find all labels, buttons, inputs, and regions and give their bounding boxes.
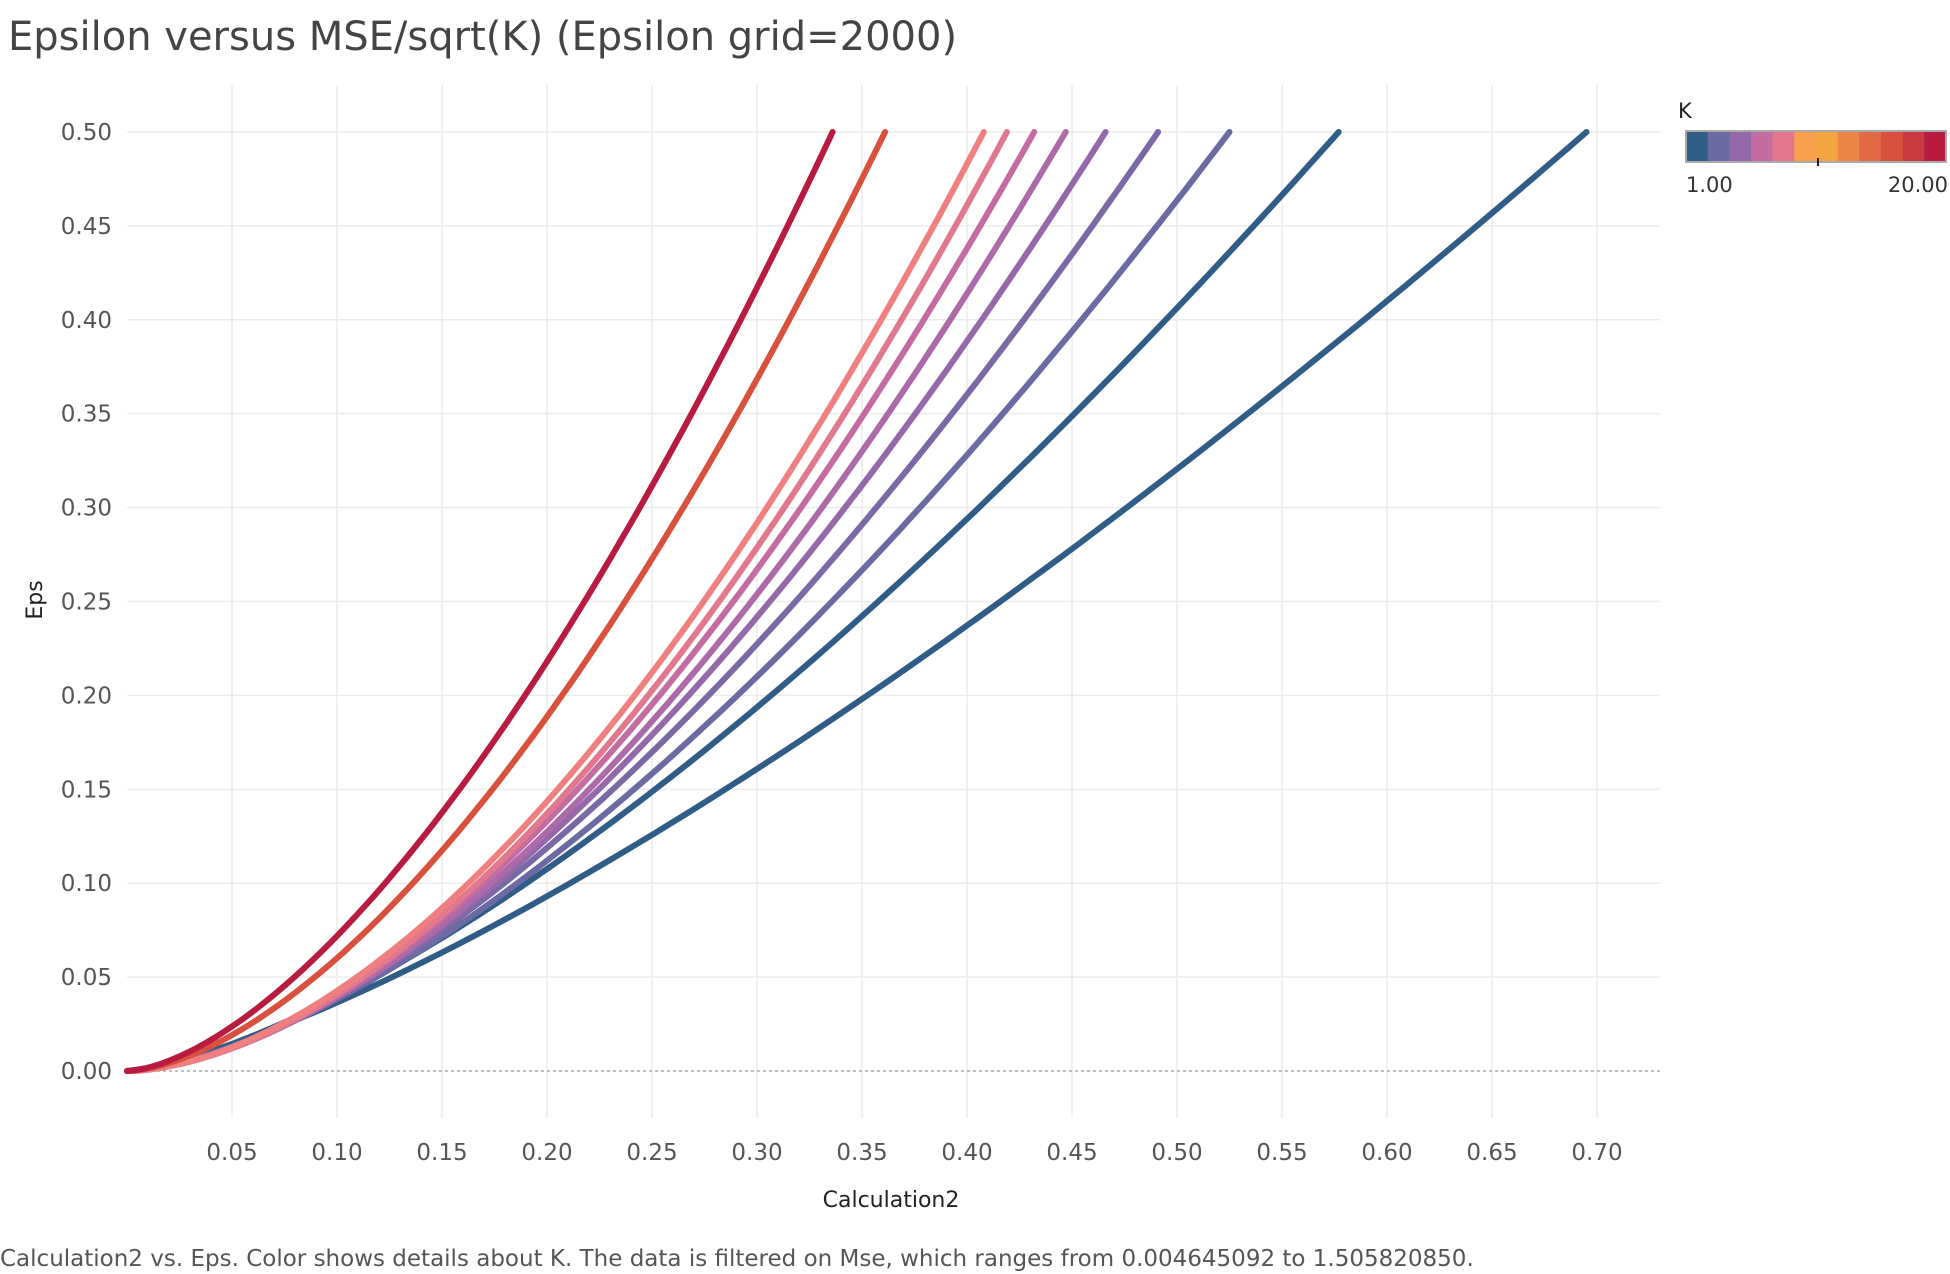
- x-tick-label: 0.20: [521, 1140, 572, 1166]
- y-tick-label: 0.05: [61, 965, 112, 991]
- legend-swatch: [1707, 131, 1730, 162]
- y-tick-label: 0.40: [61, 308, 112, 334]
- y-tick-label: 0.15: [61, 777, 112, 803]
- x-tick-label: 0.50: [1151, 1140, 1202, 1166]
- color-legend[interactable]: K 1.00 20.00: [1678, 99, 1948, 197]
- series-layer: [124, 129, 1590, 1074]
- legend-swatch: [1816, 131, 1839, 162]
- x-tick-label: 0.25: [626, 1140, 677, 1166]
- series-line-11[interactable]: [124, 129, 836, 1074]
- x-tick-label: 0.15: [416, 1140, 467, 1166]
- legend-swatch: [1686, 131, 1709, 162]
- x-axis-title: Calculation2: [823, 1188, 960, 1213]
- legend-swatch: [1859, 131, 1882, 162]
- x-tick-labels: 0.05 0.10 0.15 0.20 0.25 0.30 0.35 0.40 0.45 0.50…: [206, 1140, 1622, 1166]
- series-line-1[interactable]: [124, 129, 1590, 1074]
- x-tick-label: 0.30: [731, 1140, 782, 1166]
- y-tick-label: 0.10: [61, 871, 112, 897]
- y-tick-label: 0.00: [61, 1059, 112, 1085]
- y-tick-labels: 0.00 0.05 0.10 0.15 0.20 0.25 0.30 0.35 0.40 0.45…: [61, 120, 112, 1085]
- legend-swatch: [1729, 131, 1752, 162]
- legend-swatches: [1686, 131, 1947, 162]
- y-axis-title: Eps: [23, 580, 48, 619]
- chart-plot: 0.05 0.10 0.15 0.20 0.25 0.30 0.35 0.40 0.45 0.50…: [23, 85, 1948, 1213]
- y-tick-label: 0.50: [61, 120, 112, 146]
- legend-swatch: [1837, 131, 1860, 162]
- series-line-10[interactable]: [124, 129, 889, 1074]
- y-tick-label: 0.35: [61, 402, 112, 428]
- legend-swatch: [1902, 131, 1925, 162]
- legend-swatch: [1924, 131, 1947, 162]
- x-tick-label: 0.10: [311, 1140, 362, 1166]
- x-tick-label: 0.35: [836, 1140, 887, 1166]
- chart-title: Epsilon versus MSE/sqrt(K) (Epsilon grid…: [8, 14, 958, 60]
- legend-swatch: [1794, 131, 1817, 162]
- x-tick-label: 0.55: [1256, 1140, 1307, 1166]
- grid-layer: [127, 85, 1660, 1118]
- chart-caption: Calculation2 vs. Eps. Color shows detail…: [0, 1246, 1474, 1272]
- x-tick-label: 0.60: [1361, 1140, 1412, 1166]
- series-line-9[interactable]: [124, 129, 987, 1074]
- y-tick-label: 0.30: [61, 496, 112, 522]
- legend-min-label: 1.00: [1686, 173, 1733, 197]
- legend-title: K: [1678, 99, 1693, 123]
- x-tick-label: 0.40: [941, 1140, 992, 1166]
- x-tick-label: 0.45: [1046, 1140, 1097, 1166]
- x-tick-label: 0.05: [206, 1140, 257, 1166]
- x-tick-label: 0.65: [1466, 1140, 1517, 1166]
- legend-max-label: 20.00: [1888, 173, 1948, 197]
- legend-border: [1685, 130, 1947, 163]
- x-tick-label: 0.70: [1571, 1140, 1622, 1166]
- legend-swatch: [1772, 131, 1795, 162]
- legend-swatch: [1881, 131, 1904, 162]
- legend-swatch: [1751, 131, 1774, 162]
- y-tick-label: 0.20: [61, 683, 112, 709]
- y-tick-label: 0.45: [61, 214, 112, 240]
- y-tick-label: 0.25: [61, 590, 112, 616]
